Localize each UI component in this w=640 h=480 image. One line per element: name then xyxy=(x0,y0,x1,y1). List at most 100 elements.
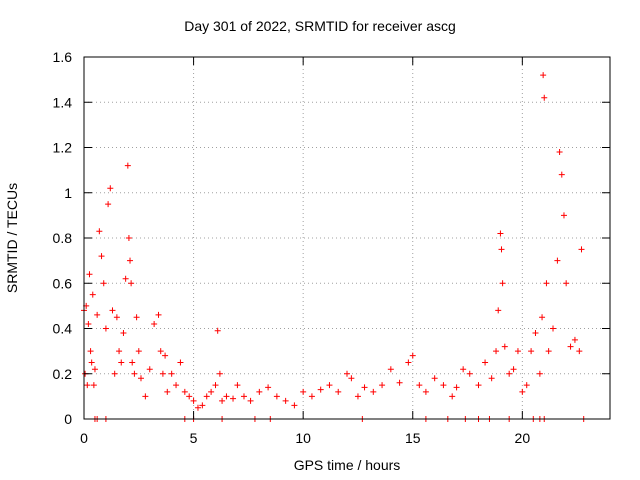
x-tick-label: 0 xyxy=(80,430,88,446)
data-point xyxy=(539,314,546,321)
data-point xyxy=(416,382,423,389)
data-point xyxy=(240,393,247,400)
data-point xyxy=(96,228,103,235)
y-tick-label: 1.4 xyxy=(53,94,73,110)
y-tick-label: 0.6 xyxy=(53,275,73,291)
data-point xyxy=(164,388,171,395)
data-point xyxy=(379,382,386,389)
data-point xyxy=(208,388,215,395)
data-point xyxy=(128,280,135,287)
data-point xyxy=(159,370,166,377)
data-point xyxy=(84,382,91,389)
data-point xyxy=(501,343,508,350)
plot-frame xyxy=(83,56,611,420)
data-point xyxy=(137,375,144,382)
data-point xyxy=(118,359,125,366)
data-point xyxy=(514,348,521,355)
data-point xyxy=(475,382,482,389)
data-point xyxy=(560,212,567,219)
data-point xyxy=(127,257,134,264)
x-axis-label: GPS time / hours xyxy=(293,457,401,473)
data-point xyxy=(510,366,517,373)
y-tick-label: 0.2 xyxy=(53,366,73,382)
data-point xyxy=(431,375,438,382)
x-tick-label: 5 xyxy=(190,430,198,446)
y-tick-label: 1.2 xyxy=(53,140,73,156)
data-point xyxy=(219,397,226,404)
y-tick-label: 0.8 xyxy=(53,230,73,246)
data-point xyxy=(216,370,223,377)
data-point xyxy=(519,388,526,395)
data-point xyxy=(94,311,101,318)
data-point xyxy=(409,352,416,359)
data-point xyxy=(86,271,93,278)
data-point xyxy=(125,235,132,241)
data-point xyxy=(453,384,460,391)
data-point xyxy=(543,280,550,287)
data-point xyxy=(495,307,502,314)
data-point xyxy=(536,370,543,377)
data-point xyxy=(129,359,136,366)
data-point xyxy=(157,348,164,355)
data-point xyxy=(282,397,289,404)
data-point xyxy=(563,280,570,287)
data-point xyxy=(256,388,263,395)
data-point xyxy=(186,393,193,400)
data-point xyxy=(173,382,180,389)
data-point xyxy=(571,336,578,343)
data-point xyxy=(482,359,489,366)
y-tick-label: 1 xyxy=(64,185,72,201)
data-point xyxy=(190,397,197,404)
y-tick-label: 0 xyxy=(64,411,72,427)
data-point xyxy=(499,280,506,287)
data-point xyxy=(449,393,456,400)
data-point xyxy=(111,370,118,377)
data-point xyxy=(194,404,201,411)
data-point xyxy=(214,327,221,334)
data-point xyxy=(354,393,361,400)
data-point xyxy=(181,388,188,395)
data-point xyxy=(142,393,149,400)
axis-ticks: 0 0.2 0.4 0.6 0.8 1 1.2 1.4 1.6 0 5 10 15 20 xyxy=(53,49,610,446)
data-point xyxy=(540,72,547,79)
data-point xyxy=(90,382,97,389)
data-point xyxy=(91,366,98,373)
data-point xyxy=(405,359,412,366)
data-point xyxy=(291,402,298,409)
data-points xyxy=(81,72,587,422)
data-point xyxy=(234,382,241,389)
data-point xyxy=(107,185,114,192)
data-point xyxy=(135,348,142,355)
data-point xyxy=(466,370,473,377)
data-point xyxy=(155,311,162,318)
data-point xyxy=(545,348,552,355)
grid-lines xyxy=(84,57,610,419)
data-point xyxy=(528,348,535,355)
x-tick-label: 20 xyxy=(515,430,531,446)
data-point xyxy=(177,359,184,366)
data-point xyxy=(212,382,219,389)
x-tick-label: 15 xyxy=(405,430,421,446)
data-point xyxy=(199,402,206,409)
chart-title: Day 301 of 2022, SRMTID for receiver asc… xyxy=(184,18,456,34)
data-point xyxy=(344,370,350,377)
data-point xyxy=(265,384,272,391)
data-point xyxy=(541,94,548,101)
data-point xyxy=(131,370,138,377)
data-point xyxy=(300,388,307,395)
data-point xyxy=(396,379,403,386)
data-point xyxy=(498,246,505,253)
data-point xyxy=(326,382,333,389)
data-point xyxy=(567,343,574,350)
data-point xyxy=(102,325,109,332)
data-point xyxy=(317,386,324,393)
data-point xyxy=(88,359,95,366)
data-point xyxy=(460,366,467,373)
data-point xyxy=(85,320,92,327)
data-point xyxy=(273,393,280,400)
data-point xyxy=(506,370,513,377)
data-point xyxy=(550,325,557,332)
data-point xyxy=(348,375,355,382)
data-point xyxy=(488,375,495,382)
